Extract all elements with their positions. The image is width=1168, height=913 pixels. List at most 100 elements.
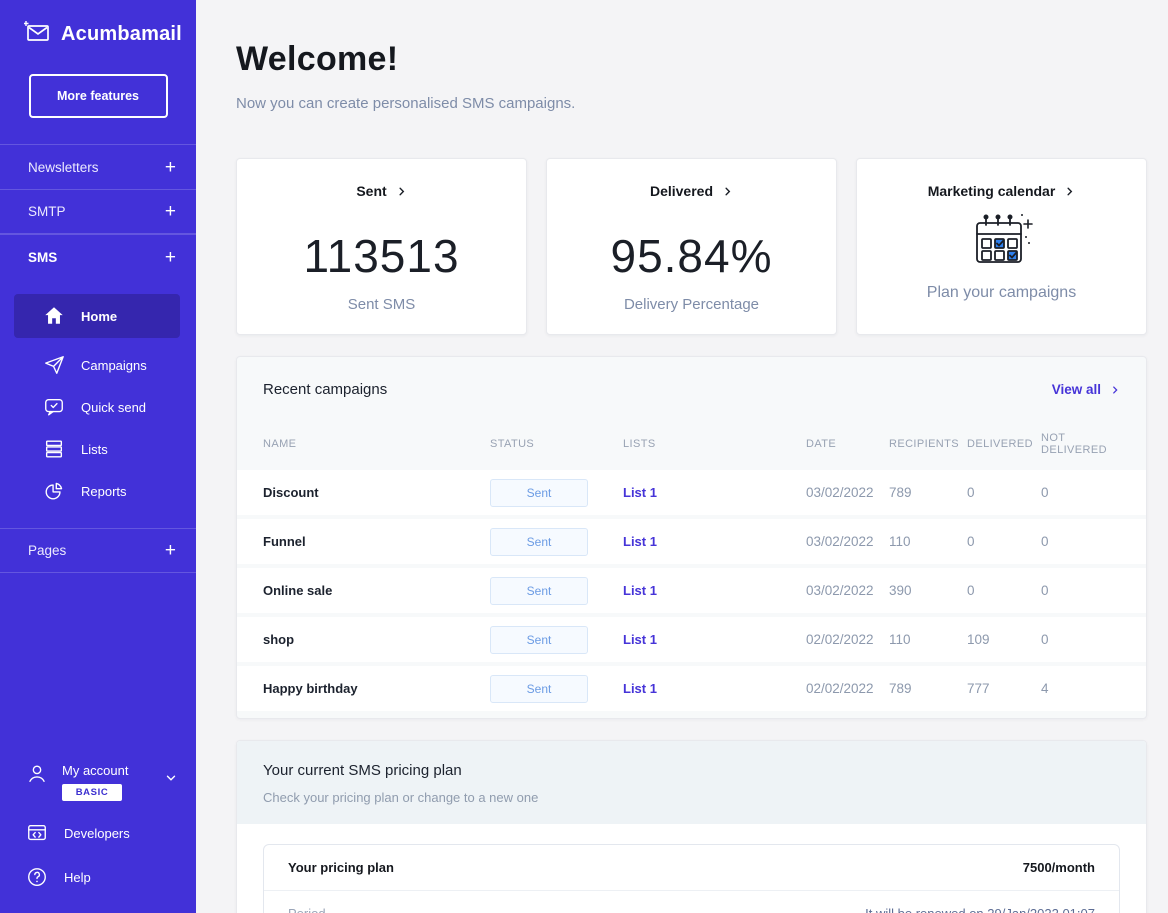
status-badge[interactable]: Sent: [490, 478, 588, 507]
sent-card-link[interactable]: Sent: [356, 183, 406, 199]
delivered-card-link[interactable]: Delivered: [650, 183, 733, 199]
plan-campaigns-link[interactable]: Plan your campaigns: [926, 284, 1077, 301]
campaign-date: 03/02/2022: [806, 485, 874, 500]
status-badge[interactable]: Sent: [490, 576, 588, 605]
column-header: NOT DELIVERED: [1041, 432, 1107, 456]
campaign-delivered: 0: [967, 485, 975, 500]
sent-stat-card: Sent 113513 Sent SMS: [236, 158, 527, 335]
more-features-button[interactable]: More features: [28, 74, 168, 118]
menu-label: Home: [81, 308, 118, 324]
list-link[interactable]: List 1: [623, 533, 657, 549]
home-icon: [43, 305, 65, 327]
delivered-stat-card: Delivered 95.84% Delivery Percentage: [546, 158, 837, 335]
view-all-label: View all: [1051, 382, 1101, 397]
plus-icon[interactable]: +: [164, 156, 176, 178]
stat-title-text: Sent: [356, 183, 387, 199]
pricing-subtitle: Check your pricing plan or change to a n…: [263, 790, 539, 805]
list-link[interactable]: List 1: [623, 582, 657, 598]
campaign-name: Happy birthday: [263, 681, 358, 696]
sidebar-section-newsletters[interactable]: Newsletters +: [0, 144, 196, 189]
chevron-right-icon: [399, 187, 404, 195]
pricing-section: Your current SMS pricing plan Check your…: [236, 740, 1147, 913]
main-content: Welcome! Now you can create personalised…: [196, 0, 1168, 913]
table-row[interactable]: Happy birthday Sent List 1 02/02/2022 78…: [237, 666, 1146, 711]
menu-label: Campaigns: [81, 357, 147, 373]
account-label: My account: [62, 763, 129, 778]
table-row[interactable]: Discount Sent List 1 03/02/2022 789 0 0: [237, 470, 1146, 515]
section-label: Newsletters: [28, 159, 99, 175]
plus-icon[interactable]: +: [164, 201, 176, 222]
pie-chart-icon: [43, 480, 65, 502]
section-label: SMTP: [28, 204, 66, 219]
plus-icon[interactable]: +: [164, 246, 176, 268]
sidebar-item-developers[interactable]: Developers: [0, 811, 196, 855]
sidebar-bottom: My account BASIC Developers: [0, 755, 196, 913]
sidebar-item-campaigns[interactable]: Campaigns: [0, 344, 196, 386]
plus-icon[interactable]: +: [164, 540, 176, 561]
campaign-not-delivered: 0: [1041, 583, 1049, 598]
campaign-not-delivered: 0: [1041, 632, 1049, 647]
table-row[interactable]: Online sale Sent List 1 03/02/2022 390 0…: [237, 568, 1146, 613]
campaign-delivered: 109: [967, 632, 990, 647]
code-window-icon: [26, 822, 48, 844]
column-header: DATE: [806, 438, 837, 450]
status-badge[interactable]: Sent: [490, 527, 588, 556]
menu-label: Reports: [81, 483, 127, 499]
sidebar-section-smtp[interactable]: SMTP +: [0, 189, 196, 234]
chat-check-icon: [43, 396, 65, 418]
brand-logo[interactable]: Acumbamail: [0, 0, 196, 48]
campaign-not-delivered: 0: [1041, 485, 1049, 500]
plan-badge: BASIC: [62, 784, 122, 801]
chevron-down-icon[interactable]: [164, 771, 178, 790]
marketing-calendar-link[interactable]: Marketing calendar: [928, 183, 1076, 199]
campaign-delivered: 0: [967, 583, 975, 598]
stat-label: Delivery Percentage: [623, 296, 760, 313]
list-link[interactable]: List 1: [623, 680, 657, 696]
sidebar-section-sms[interactable]: SMS +: [0, 234, 196, 279]
sidebar-item-lists[interactable]: Lists: [0, 428, 196, 470]
view-all-link[interactable]: View all: [1052, 382, 1120, 397]
page-title: Welcome!: [236, 40, 399, 78]
column-header: LISTS: [623, 438, 656, 450]
plan-card: Your pricing plan 7500/month Period It w…: [263, 844, 1120, 913]
plan-value: 7500/month: [1022, 860, 1095, 875]
list-link[interactable]: List 1: [623, 631, 657, 647]
page-subtitle: Now you can create personalised SMS camp…: [236, 95, 576, 112]
recent-campaigns-title: Recent campaigns: [263, 381, 388, 398]
campaign-recipients: 110: [889, 632, 911, 647]
status-badge[interactable]: Sent: [490, 625, 588, 654]
recent-campaigns-card: Recent campaigns View all NAME STATUS LI…: [236, 356, 1147, 719]
sidebar-item-quick-send[interactable]: Quick send: [0, 386, 196, 428]
campaign-name: Online sale: [263, 583, 333, 598]
table-header-row: NAME STATUS LISTS DATE RECIPIENTS DELIVE…: [237, 398, 1146, 470]
sidebar-item-home[interactable]: Home: [14, 294, 180, 338]
sidebar-item-reports[interactable]: Reports: [0, 470, 196, 512]
question-circle-icon: [26, 866, 48, 888]
pages-section: Pages +: [0, 528, 196, 573]
stats-row: Sent 113513 Sent SMS Delivered 95.84% De…: [236, 158, 1147, 335]
campaign-name: Funnel: [263, 534, 306, 549]
pricing-title: Your current SMS pricing plan: [263, 762, 462, 779]
campaign-recipients: 789: [889, 485, 912, 500]
marketing-calendar-card: Marketing calendar: [856, 158, 1147, 335]
section-label: SMS: [28, 249, 58, 265]
campaign-not-delivered: 0: [1041, 534, 1049, 549]
stat-label: Sent SMS: [347, 296, 416, 313]
my-account-button[interactable]: My account BASIC: [0, 755, 196, 811]
paper-plane-icon: [43, 354, 65, 376]
status-badge[interactable]: Sent: [490, 674, 588, 703]
campaign-name: shop: [263, 632, 295, 647]
plan-label: Your pricing plan: [288, 860, 394, 875]
campaign-delivered: 777: [967, 681, 990, 696]
campaign-recipients: 390: [889, 583, 912, 598]
period-value: It will be renewed on 29/Jan/2022 01:07: [865, 906, 1095, 913]
table-row[interactable]: shop Sent List 1 02/02/2022 110 109 0: [237, 617, 1146, 662]
bottom-item-label: Help: [64, 869, 91, 885]
stat-title-text: Delivered: [649, 183, 714, 199]
sidebar-section-pages[interactable]: Pages +: [0, 528, 196, 573]
sidebar-item-help[interactable]: Help: [0, 855, 196, 899]
stat-title-text: Marketing calendar: [927, 183, 1056, 199]
stacked-lists-icon: [43, 438, 65, 460]
list-link[interactable]: List 1: [623, 484, 657, 500]
table-row[interactable]: Funnel Sent List 1 03/02/2022 110 0 0: [237, 519, 1146, 564]
